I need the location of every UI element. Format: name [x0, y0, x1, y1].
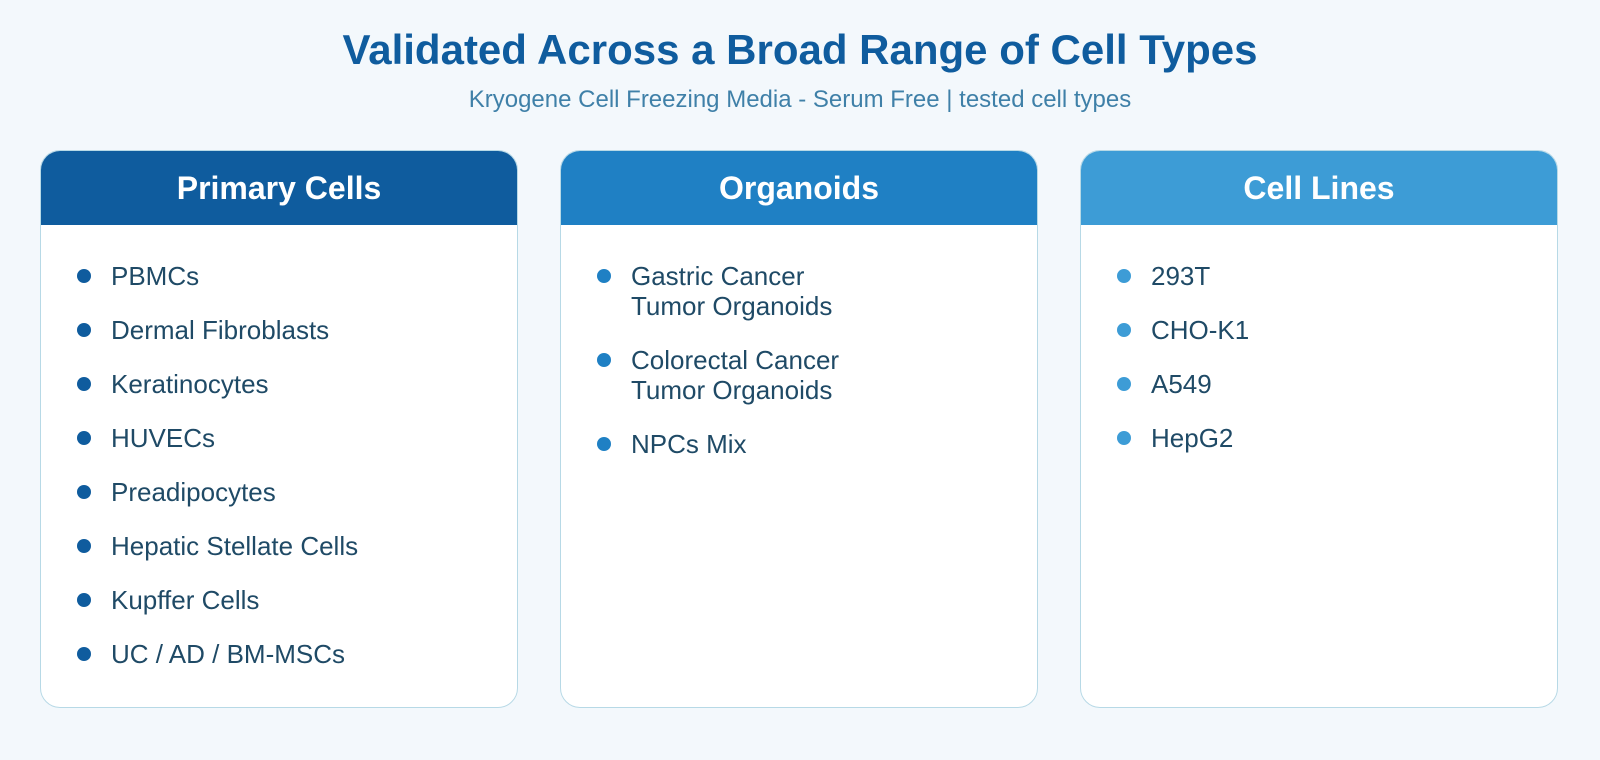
list-item-label: CHO-K1: [1151, 315, 1250, 345]
list-item: Gastric Cancer Tumor Organoids: [597, 261, 1037, 321]
list-item-label: Kupffer Cells: [111, 585, 260, 615]
list-item-label: 293T: [1151, 261, 1211, 291]
list-item-label: Dermal Fibroblasts: [111, 315, 330, 345]
list-item-label: PBMCs: [111, 261, 200, 291]
list-item-label: NPCs Mix: [631, 429, 747, 459]
list-item: Preadipocytes: [77, 477, 517, 507]
list-item-label: HUVECs: [111, 423, 216, 453]
card-organoids: Organoids Gastric Cancer Tumor Organoids…: [560, 150, 1038, 708]
list-item-label: UC / AD / BM-MSCs: [111, 639, 346, 669]
card-list: 293T CHO-K1 A549 HepG2: [1081, 225, 1557, 453]
list-item: Colorectal Cancer Tumor Organoids: [597, 345, 1037, 405]
bullet-icon: [77, 539, 91, 553]
page-subtitle: Kryogene Cell Freezing Media - Serum Fre…: [468, 86, 1132, 113]
list-item: UC / AD / BM-MSCs: [77, 639, 517, 669]
list-item-label: Keratinocytes: [111, 369, 269, 399]
bullet-icon: [77, 647, 91, 661]
list-item: Hepatic Stellate Cells: [77, 531, 517, 561]
list-item-label: Preadipocytes: [111, 477, 276, 507]
list-item: 293T: [1117, 261, 1557, 291]
bullet-icon: [77, 593, 91, 607]
bullet-icon: [1117, 377, 1131, 391]
list-item: NPCs Mix: [597, 429, 1037, 459]
bullet-icon: [77, 269, 91, 283]
bullet-icon: [597, 269, 611, 283]
bullet-icon: [597, 353, 611, 367]
list-item: HUVECs: [77, 423, 517, 453]
page-title: Validated Across a Broad Range of Cell T…: [342, 26, 1258, 73]
list-item: A549: [1117, 369, 1557, 399]
card-list: Gastric Cancer Tumor Organoids Colorectal…: [561, 225, 1037, 459]
list-item-label: Hepatic Stellate Cells: [111, 531, 359, 561]
list-item-label: Gastric Cancer Tumor Organoids: [631, 261, 833, 321]
card-grid: Primary Cells PBMCs Dermal Fibroblasts Ker…: [40, 150, 1560, 710]
bullet-icon: [1117, 323, 1131, 337]
list-item-label: A549: [1151, 369, 1212, 399]
card-header: Cell Lines: [1081, 151, 1557, 225]
list-item: Keratinocytes: [77, 369, 517, 399]
card-cell-lines: Cell Lines 293T CHO-K1 A549 HepG2: [1080, 150, 1558, 708]
list-item: HepG2: [1117, 423, 1557, 453]
bullet-icon: [1117, 269, 1131, 283]
list-item: CHO-K1: [1117, 315, 1557, 345]
bullet-icon: [77, 431, 91, 445]
card-primary-cells: Primary Cells PBMCs Dermal Fibroblasts Ker…: [40, 150, 518, 708]
bullet-icon: [77, 377, 91, 391]
list-item: Kupffer Cells: [77, 585, 517, 615]
card-header: Primary Cells: [41, 151, 517, 225]
list-item: Dermal Fibroblasts: [77, 315, 517, 345]
list-item: PBMCs: [77, 261, 517, 291]
card-header: Organoids: [561, 151, 1037, 225]
bullet-icon: [77, 323, 91, 337]
card-list: PBMCs Dermal Fibroblasts Keratinocytes HUVE…: [41, 225, 517, 669]
bullet-icon: [597, 437, 611, 451]
bullet-icon: [77, 485, 91, 499]
list-item-label: Colorectal Cancer Tumor Organoids: [631, 345, 840, 405]
list-item-label: HepG2: [1151, 423, 1234, 453]
bullet-icon: [1117, 431, 1131, 445]
